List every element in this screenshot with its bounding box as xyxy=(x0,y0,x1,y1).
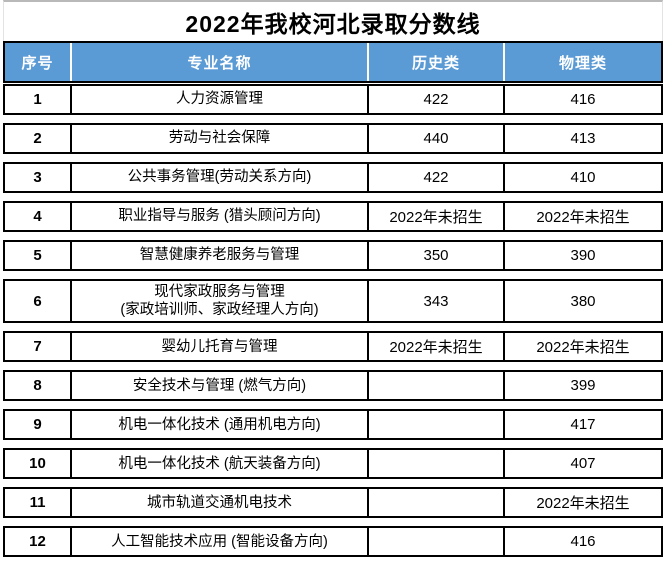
table-row: 12 人工智能技术应用 (智能设备方向) 416 xyxy=(3,526,663,558)
table-row: 1 人力资源管理 422 416 xyxy=(3,84,663,115)
table-row: 9 机电一体化技术 (通用机电方向) 417 xyxy=(3,409,663,441)
history-score-cell: 350 xyxy=(367,242,503,269)
row-number-cell: 9 xyxy=(33,416,42,434)
major-name-cell: 人工智能技术应用 (智能设备方向) xyxy=(70,528,367,556)
history-score-cell: 422 xyxy=(367,86,503,113)
history-score-cell: 422 xyxy=(367,164,503,191)
major-name-cell: 城市轨道交通机电技术 xyxy=(70,489,367,517)
history-score-cell: 2022年未招生 xyxy=(367,203,503,230)
physics-score-cell: 416 xyxy=(503,86,661,113)
physics-score-cell: 399 xyxy=(503,372,661,400)
history-score-cell xyxy=(367,372,503,400)
table-row: 5 智慧健康养老服务与管理 350 390 xyxy=(3,240,663,271)
history-score-cell xyxy=(367,450,503,478)
history-score-cell xyxy=(367,411,503,439)
row-number-cell: 11 xyxy=(29,494,46,512)
history-score-cell xyxy=(367,528,503,556)
physics-score-cell: 2022年未招生 xyxy=(503,333,661,361)
major-name-cell: 机电一体化技术 (航天装备方向) xyxy=(70,450,367,478)
physics-score-cell: 407 xyxy=(503,450,661,478)
table-header-row: 序号 专业名称 历史类 物理类 xyxy=(3,41,663,83)
physics-score-cell: 2022年未招生 xyxy=(503,203,661,230)
table-row: 2 劳动与社会保障 440 413 xyxy=(3,123,663,154)
row-number-cell: 1 xyxy=(33,91,42,108)
row-number-cell: 6 xyxy=(33,292,42,310)
column-header-no: 序号 xyxy=(21,54,54,72)
history-score-cell: 2022年未招生 xyxy=(367,333,503,361)
physics-score-cell: 390 xyxy=(503,242,661,269)
major-name-cell: 劳动与社会保障 xyxy=(70,125,367,152)
row-number-cell: 10 xyxy=(29,455,46,473)
table-row: 3 公共事务管理(劳动关系方向) 422 410 xyxy=(3,162,663,193)
history-score-cell xyxy=(367,489,503,517)
row-number-cell: 7 xyxy=(33,338,42,356)
row-number-cell: 3 xyxy=(33,169,42,186)
table-row: 4 职业指导与服务 (猎头顾问方向) 2022年未招生 2022年未招生 xyxy=(3,201,663,232)
table-row: 10 机电一体化技术 (航天装备方向) 407 xyxy=(3,448,663,480)
major-name-cell: 婴幼儿托育与管理 xyxy=(70,333,367,361)
major-name-cell: 人力资源管理 xyxy=(70,86,367,113)
row-number-cell: 8 xyxy=(33,377,42,395)
physics-score-cell: 380 xyxy=(503,281,661,322)
table-body: 1 人力资源管理 422 416 2 劳动与社会保障 440 413 3 公共事务管理(劳动关系方… xyxy=(0,84,667,558)
row-number-cell: 12 xyxy=(29,533,46,551)
major-name-cell: 现代家政服务与管理 (家政培训师、家政经理人方向) xyxy=(70,281,367,322)
physics-score-cell: 416 xyxy=(503,528,661,556)
table-row: 8 安全技术与管理 (燃气方向) 399 xyxy=(3,370,663,402)
column-header-major: 专业名称 xyxy=(70,43,367,81)
page-title: 2022年我校河北录取分数线 xyxy=(185,10,481,37)
physics-score-cell: 417 xyxy=(503,411,661,439)
major-name-cell: 职业指导与服务 (猎头顾问方向) xyxy=(70,203,367,230)
row-number-cell: 2 xyxy=(33,130,42,147)
row-number-cell: 4 xyxy=(33,208,42,225)
major-name-cell: 机电一体化技术 (通用机电方向) xyxy=(70,411,367,439)
major-name-cell: 安全技术与管理 (燃气方向) xyxy=(70,372,367,400)
physics-score-cell: 2022年未招生 xyxy=(503,489,661,517)
table-row: 11 城市轨道交通机电技术 2022年未招生 xyxy=(3,487,663,519)
major-name-cell: 公共事务管理(劳动关系方向) xyxy=(70,164,367,191)
physics-score-cell: 413 xyxy=(503,125,661,152)
history-score-cell: 440 xyxy=(367,125,503,152)
table-row: 7 婴幼儿托育与管理 2022年未招生 2022年未招生 xyxy=(3,331,663,363)
title-band: 2022年我校河北录取分数线 xyxy=(3,0,663,41)
history-score-cell: 343 xyxy=(367,281,503,322)
table-row: 6 现代家政服务与管理 (家政培训师、家政经理人方向) 343 380 xyxy=(3,279,663,324)
major-name-cell: 智慧健康养老服务与管理 xyxy=(70,242,367,269)
physics-score-cell: 410 xyxy=(503,164,661,191)
column-header-history: 历史类 xyxy=(367,43,503,81)
column-header-physics: 物理类 xyxy=(503,43,661,81)
row-number-cell: 5 xyxy=(33,247,42,264)
